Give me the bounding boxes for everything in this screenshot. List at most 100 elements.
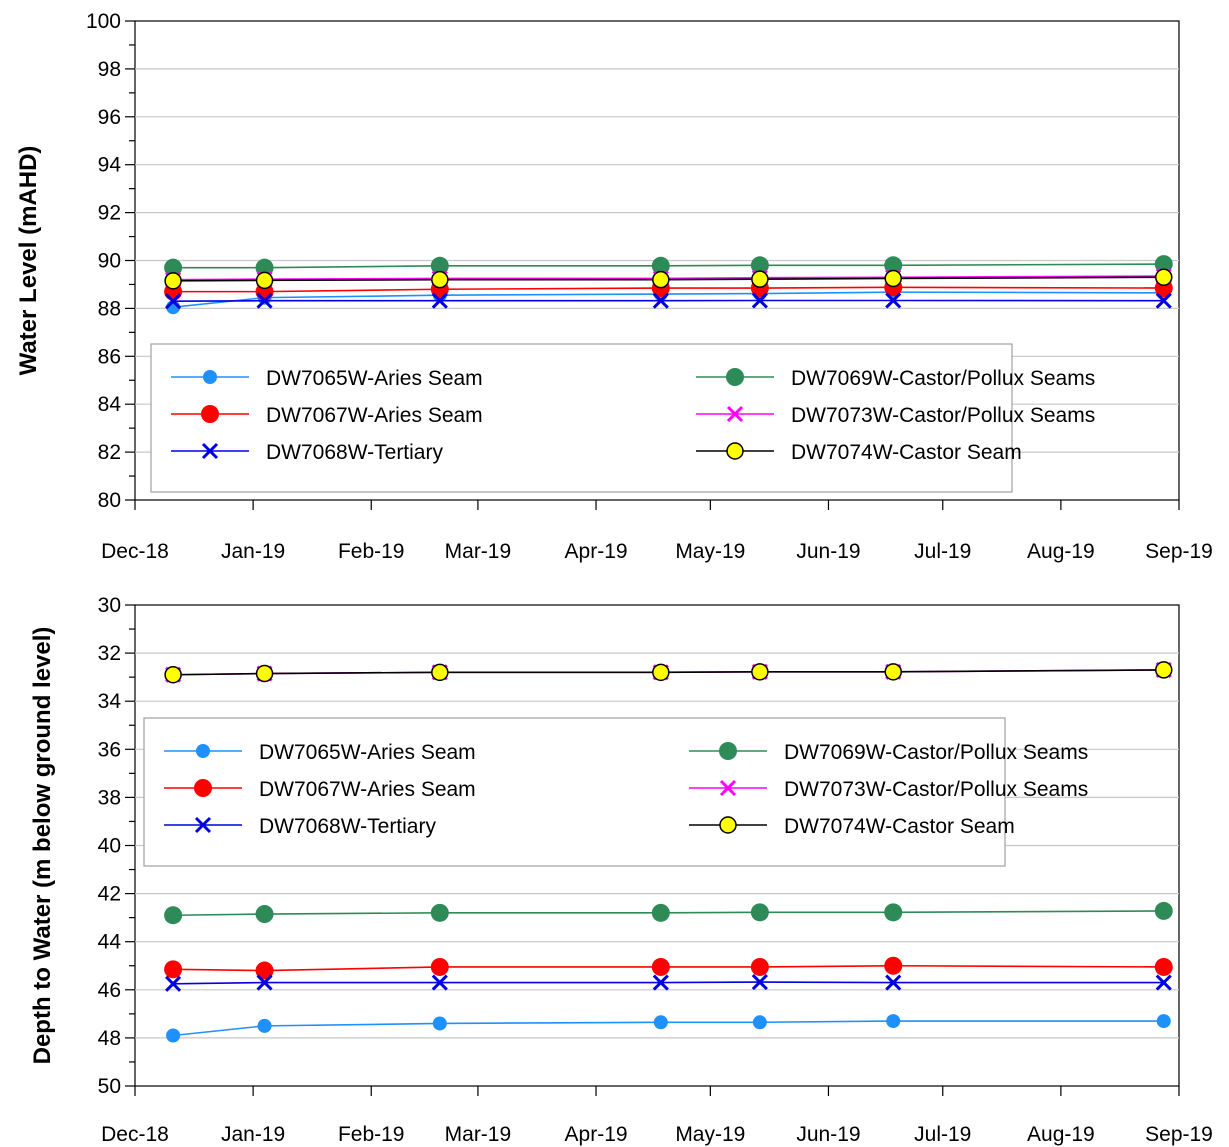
legend-item: DW7069W-Castor/Pollux Seams — [689, 741, 1088, 764]
legend-marker — [726, 368, 744, 386]
legend-marker — [201, 442, 219, 460]
x-tick-label: Apr-19 — [565, 1123, 628, 1146]
series-2 — [164, 255, 1173, 277]
y-tick-label: 32 — [98, 642, 121, 665]
y-tick-label: 86 — [98, 345, 121, 368]
series-line — [173, 299, 1164, 303]
y-tick-label: 100 — [86, 10, 121, 33]
data-point — [751, 292, 768, 309]
y-tick-label: 90 — [98, 250, 121, 273]
data-point — [166, 1028, 181, 1043]
data-point — [164, 272, 182, 290]
data-point — [164, 258, 183, 277]
y-tick-label: 94 — [98, 154, 122, 177]
series-1 — [166, 1014, 1171, 1043]
x-tick-label: Jun-19 — [796, 540, 860, 563]
data-point — [1155, 661, 1173, 679]
legend-label: DW7074W-Castor Seam — [791, 441, 1022, 464]
x-tick-label: Feb-19 — [338, 1123, 405, 1146]
data-point — [885, 974, 902, 991]
y-tick-label: 30 — [98, 594, 121, 617]
y-axis: 30 32 34 36 38 40 42 44 46 48 50 — [98, 594, 135, 1098]
data-point — [164, 906, 183, 925]
legend-marker — [194, 779, 212, 797]
data-point — [652, 974, 669, 991]
data-point — [1155, 268, 1173, 287]
data-point — [257, 1018, 272, 1033]
legend-label: DW7068W-Tertiary — [266, 441, 443, 464]
x-tick-label: Jul-19 — [914, 1123, 971, 1146]
series-group — [164, 661, 1173, 1043]
data-point — [751, 974, 768, 991]
chart-2: 30 32 34 36 38 40 42 44 46 48 50 Dec-18 Jan-19 Feb-19… — [29, 594, 1213, 1146]
data-point — [884, 663, 902, 681]
legend-marker — [194, 816, 212, 834]
x-tick-label: Dec-18 — [101, 540, 169, 563]
data-point — [431, 270, 449, 289]
series-6 — [164, 268, 1173, 290]
data-point — [651, 903, 670, 922]
data-point — [256, 292, 273, 309]
data-point — [750, 957, 769, 976]
y-tick-label: 84 — [98, 393, 122, 416]
data-point — [255, 258, 274, 277]
legend-label: DW7074W-Castor Seam — [784, 815, 1015, 838]
x-tick-label: Dec-18 — [101, 1123, 169, 1146]
data-point — [431, 292, 448, 309]
legend-marker — [719, 816, 737, 834]
y-tick-label: 48 — [98, 1027, 121, 1050]
y-axis: 80 82 84 86 88 90 92 94 96 98 100 — [86, 10, 135, 512]
data-point — [752, 1015, 767, 1030]
legend-item: DW7073W-Castor/Pollux Seams — [696, 404, 1095, 427]
legend: DW7065W-Aries Seam DW7069W-Castor/Pollux … — [150, 343, 1095, 493]
y-tick-label: 36 — [98, 738, 121, 761]
y-tick-label: 42 — [98, 883, 121, 906]
legend-label: DW7068W-Tertiary — [259, 815, 436, 838]
y-tick-label: 96 — [98, 106, 121, 129]
series-group — [164, 255, 1173, 315]
data-point — [255, 905, 274, 924]
legend-label: DW7073W-Castor/Pollux Seams — [784, 778, 1088, 801]
legend-label: DW7073W-Castor/Pollux Seams — [791, 404, 1095, 427]
x-tick-label: Jan-19 — [221, 1123, 285, 1146]
legend-label: DW7067W-Aries Seam — [259, 778, 476, 801]
data-point — [652, 292, 669, 309]
x-tick-label: Aug-19 — [1027, 1123, 1095, 1146]
data-point — [884, 256, 903, 275]
data-point — [165, 975, 182, 992]
legend-item: DW7069W-Castor/Pollux Seams — [696, 367, 1095, 390]
data-point — [430, 256, 449, 275]
x-tick-label: Feb-19 — [338, 540, 405, 563]
data-point — [885, 292, 902, 309]
data-point — [651, 957, 670, 976]
legend-item: DW7068W-Tertiary — [171, 441, 443, 464]
data-point — [652, 270, 670, 289]
y-tick-label: 80 — [98, 489, 121, 512]
data-point — [1154, 255, 1173, 274]
series-2 — [164, 901, 1173, 925]
legend-label: DW7065W-Aries Seam — [266, 367, 483, 390]
data-point — [431, 974, 448, 991]
y-axis-title: Depth to Water (m below ground level) — [29, 627, 56, 1065]
legend-marker — [201, 405, 219, 423]
x-tick-label: Sep-19 — [1145, 540, 1213, 563]
y-tick-label: 92 — [98, 202, 121, 225]
series-5 — [165, 974, 1172, 992]
legend-marker — [203, 370, 217, 384]
legend-item: DW7065W-Aries Seam — [171, 367, 483, 390]
legend-item: DW7074W-Castor Seam — [696, 441, 1022, 464]
legend-label: DW7069W-Castor/Pollux Seams — [784, 741, 1088, 764]
y-tick-label: 88 — [98, 297, 121, 320]
data-point — [750, 256, 769, 275]
legend-item: DW7073W-Castor/Pollux Seams — [689, 778, 1088, 801]
data-point — [1154, 901, 1173, 920]
data-point — [255, 271, 274, 290]
y-tick-label: 40 — [98, 835, 121, 858]
legend-item: DW7065W-Aries Seam — [164, 741, 476, 764]
data-point — [1154, 957, 1173, 976]
data-point — [886, 1014, 901, 1029]
y-tick-label: 82 — [98, 441, 121, 464]
data-point — [1155, 292, 1172, 309]
legend-label: DW7067W-Aries Seam — [266, 404, 483, 427]
data-point — [430, 957, 449, 976]
